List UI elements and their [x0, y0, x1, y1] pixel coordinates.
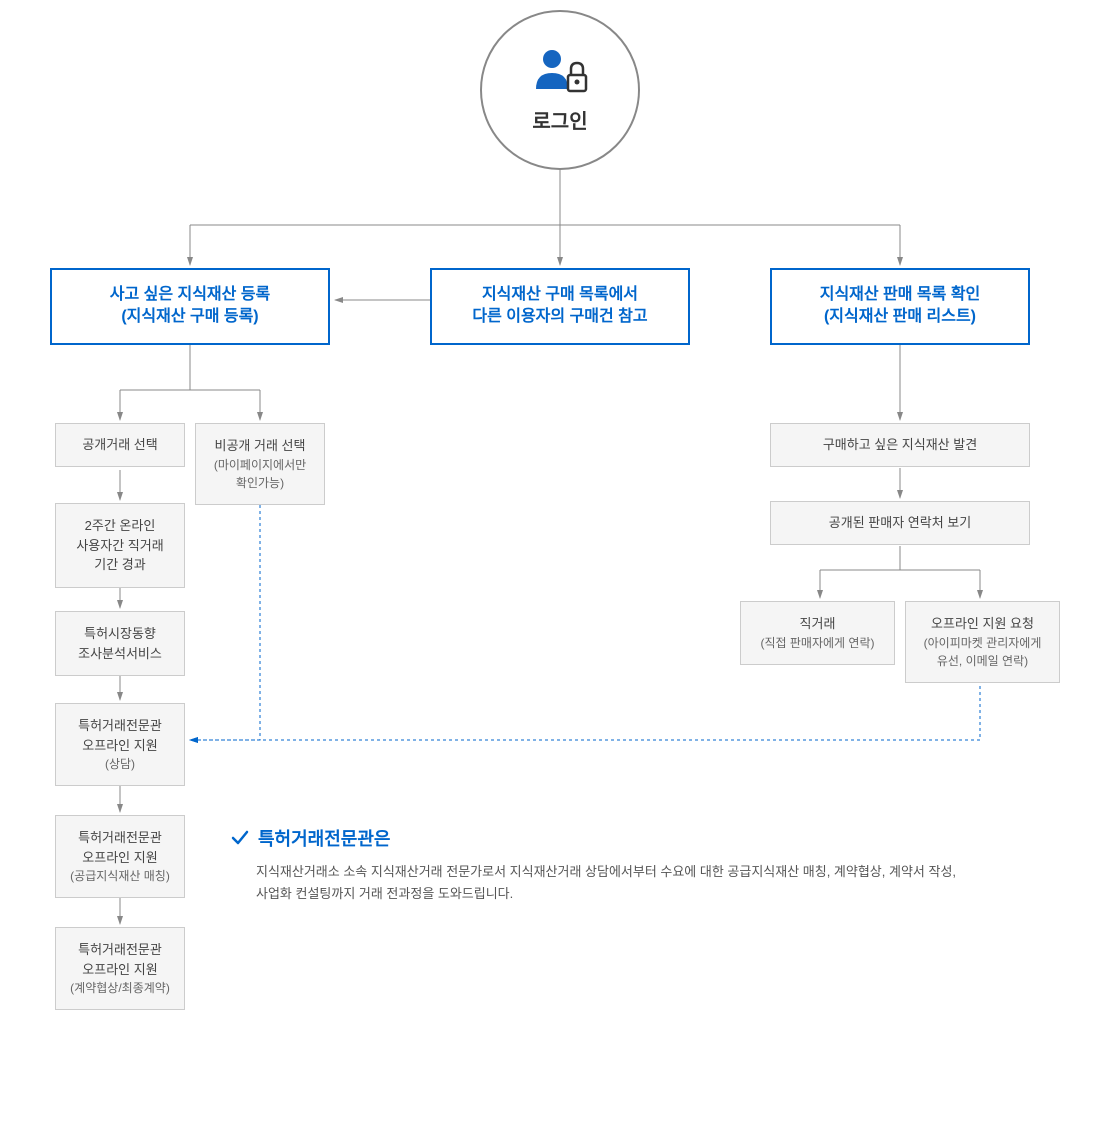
text: 특허거래전문관은	[258, 825, 390, 851]
public-select-box: 공개거래 선택	[55, 423, 185, 467]
two-weeks-box: 2주간 온라인 사용자간 직거래 기간 경과	[55, 503, 185, 588]
direct-trade-box: 직거래 (직접 판매자에게 연락)	[740, 601, 895, 665]
text: (마이페이지에서만 확인가능)	[214, 456, 306, 492]
text: 지식재산 구매 목록에서	[482, 286, 638, 303]
text: (아이피마켓 관리자에게 유선, 이메일 연락)	[924, 634, 1042, 670]
text: 직거래	[800, 614, 836, 634]
offline-consult-box: 특허거래전문관 오프라인 지원 (상담)	[55, 703, 185, 786]
login-node: 로그인	[480, 10, 640, 170]
offline-contract-box: 특허거래전문관 오프라인 지원 (계약협상/최종계약)	[55, 927, 185, 1010]
text: 2주간 온라인 사용자간 직거래 기간 경과	[76, 516, 163, 575]
text: 구매하고 싶은 지식재산 발견	[823, 435, 977, 455]
private-select-box: 비공개 거래 선택 (마이페이지에서만 확인가능)	[195, 423, 325, 505]
sale-list-box: 지식재산 판매 목록 확인 (지식재산 판매 리스트)	[770, 268, 1030, 345]
purchase-register-box: 사고 싶은 지식재산 등록 (지식재산 구매 등록)	[50, 268, 330, 345]
text: 다른 이용자의 구매건 참고	[472, 308, 647, 325]
text: 공개거래 선택	[82, 435, 157, 455]
text: 특허거래전문관 오프라인 지원	[78, 940, 162, 979]
text: 특허시장동향 조사분석서비스	[78, 624, 162, 663]
offline-matching-box: 특허거래전문관 오프라인 지원 (공급지식재산 매칭)	[55, 815, 185, 898]
offline-request-box: 오프라인 지원 요청 (아이피마켓 관리자에게 유선, 이메일 연락)	[905, 601, 1060, 683]
text: 비공개 거래 선택	[215, 436, 306, 456]
discover-box: 구매하고 싶은 지식재산 발견	[770, 423, 1030, 467]
text: (지식재산 판매 리스트)	[824, 308, 976, 325]
contact-view-box: 공개된 판매자 연락처 보기	[770, 501, 1030, 545]
text: 특허거래전문관 오프라인 지원	[78, 828, 162, 867]
user-lock-icon	[530, 47, 590, 97]
text: 사고 싶은 지식재산 등록	[110, 286, 271, 303]
text: (공급지식재산 매칭)	[70, 867, 170, 885]
text: (계약협상/최종계약)	[70, 979, 170, 997]
text: (상담)	[105, 755, 135, 773]
check-icon	[230, 828, 250, 848]
info-description: 지식재산거래소 소속 지식재산거래 전문가로서 지식재산거래 상담에서부터 수요…	[256, 861, 1010, 905]
text: (직접 판매자에게 연락)	[760, 634, 874, 652]
text: 오프라인 지원 요청	[931, 614, 1034, 634]
purchase-list-box: 지식재산 구매 목록에서다른 이용자의 구매건 참고	[430, 268, 690, 345]
text: 지식재산 판매 목록 확인	[820, 286, 981, 303]
market-analysis-box: 특허시장동향 조사분석서비스	[55, 611, 185, 676]
text: (지식재산 구매 등록)	[121, 308, 258, 325]
text: 공개된 판매자 연락처 보기	[829, 513, 971, 533]
login-label: 로그인	[532, 105, 587, 134]
text: 특허거래전문관 오프라인 지원	[78, 716, 162, 755]
info-section: 특허거래전문관은 지식재산거래소 소속 지식재산거래 전문가로서 지식재산거래 …	[230, 825, 1010, 905]
info-title: 특허거래전문관은	[230, 825, 1010, 851]
